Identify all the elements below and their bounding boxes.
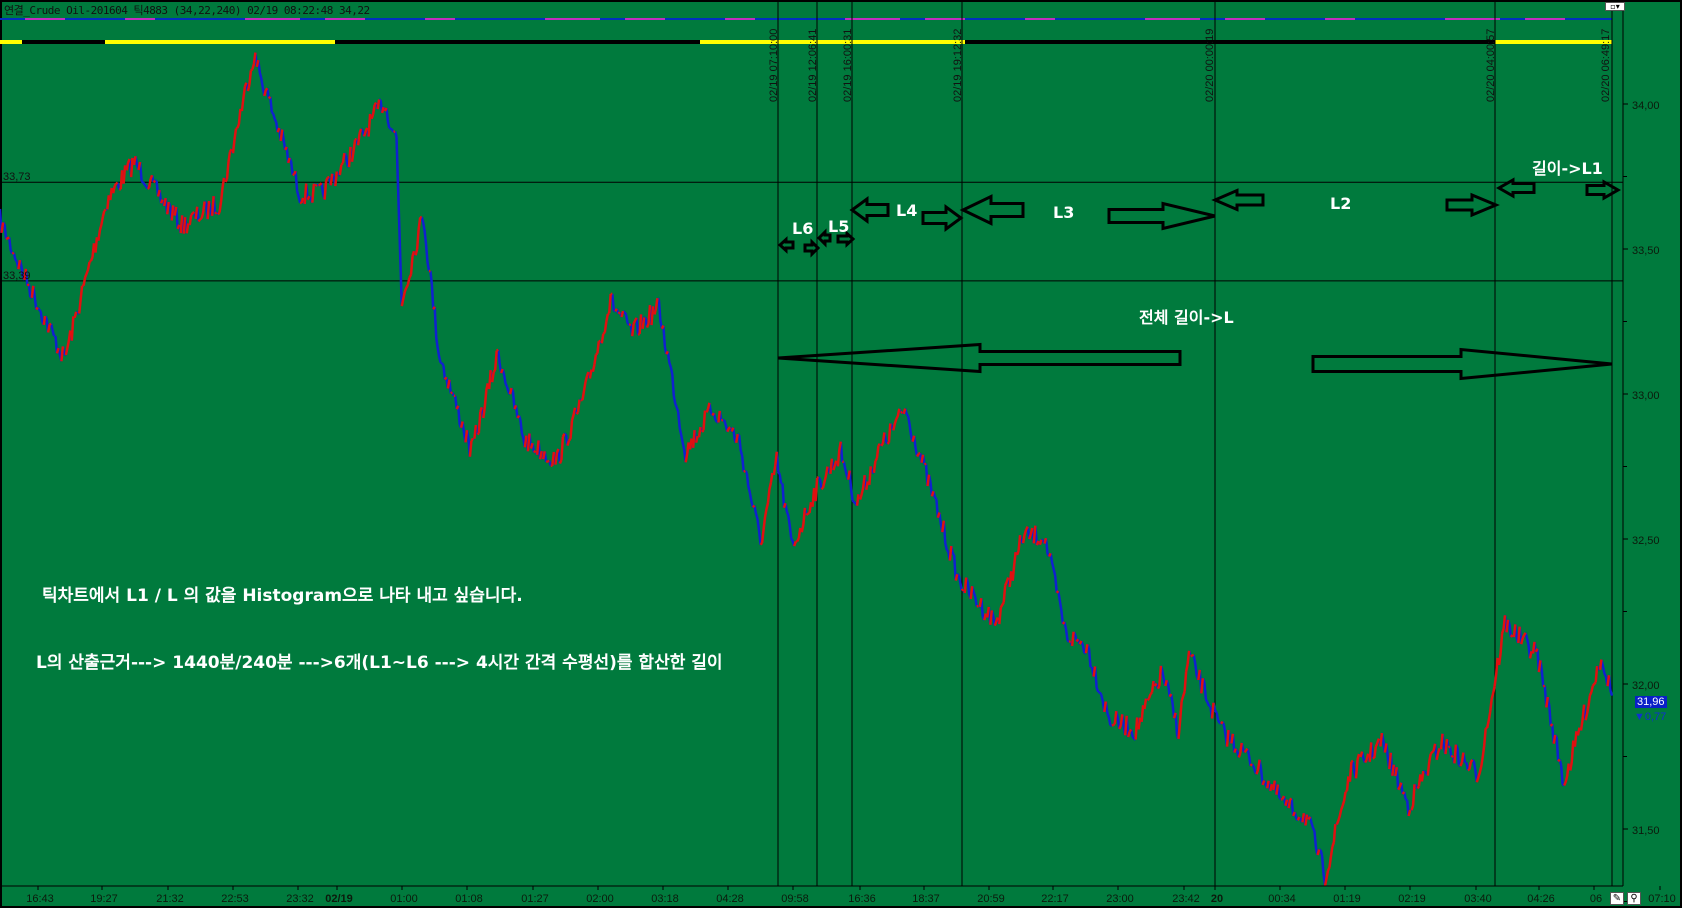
hline-label-33-73: 33,73 — [3, 171, 31, 183]
time-tick-label: 22:17 — [1041, 893, 1069, 905]
price-tick-label: 31,50 — [1632, 825, 1660, 837]
arrow-l3-left — [959, 194, 1025, 226]
time-tick-label: 19:27 — [90, 893, 118, 905]
time-tick-label: 21:32 — [156, 893, 184, 905]
label-l2: L2 — [1330, 194, 1352, 213]
arrow-l4-right — [921, 204, 964, 232]
arrow-l1-right — [1585, 179, 1622, 201]
price-line-up-ticks — [0, 52, 1611, 886]
label-l5: L5 — [828, 217, 850, 236]
label-l6: L6 — [792, 219, 814, 238]
vline-label: 02/20 04:00:57 — [1485, 28, 1497, 102]
time-tick-label: 02/19 — [325, 893, 353, 905]
vline-label: 02/19 12:06:41 — [807, 28, 819, 102]
chart-title: 연결_Crude Oil-201604 틱4883 (34,22,240) 02… — [4, 4, 370, 17]
vline-label: 02/20 06:49:17 — [1600, 28, 1612, 102]
time-tick-label: 04:26 — [1527, 893, 1555, 905]
arrow-l2-left — [1211, 188, 1265, 212]
question-text-line1: 틱차트에서 L1 / L 의 값을 Histogram으로 나타 내고 싶습니다… — [42, 586, 523, 606]
time-tick-label: 23:32 — [286, 893, 314, 905]
time-tick-label: 09:58 — [781, 893, 809, 905]
time-tick-label: 22:53 — [221, 893, 249, 905]
window-restore-dropdown-icon[interactable]: ▫▾ — [1605, 2, 1625, 11]
vline-label: 02/20 00:00:19 — [1204, 28, 1216, 102]
time-tick-label: 07:10 — [1648, 893, 1676, 905]
time-tick-label: 01:19 — [1333, 893, 1361, 905]
price-change: ▼0,77 — [1634, 711, 1667, 723]
time-tick-label: 03:18 — [651, 893, 679, 905]
question-text-line2: L의 산출근거---> 1440분/240분 --->6개(L1~L6 --->… — [36, 653, 723, 673]
vline-label: 02/19 16:00:31 — [842, 28, 854, 102]
arrow-l5-right — [836, 230, 856, 248]
label-l3: L3 — [1053, 203, 1075, 222]
arrow-total-right — [1311, 347, 1613, 381]
time-tick-label: 16:36 — [848, 893, 876, 905]
time-tick-label: 03:40 — [1464, 893, 1492, 905]
price-tick-label: 32,50 — [1632, 535, 1660, 547]
time-tick-label: 18:37 — [912, 893, 940, 905]
time-tick-label: 02:19 — [1398, 893, 1426, 905]
current-price-badge: 31,96 — [1635, 696, 1667, 708]
time-tick-label: 23:42 — [1172, 893, 1200, 905]
arrow-l5-left — [816, 228, 832, 248]
time-tick-label: 23:00 — [1106, 893, 1134, 905]
time-tick-label: 00:34 — [1268, 893, 1296, 905]
time-tick-label: 01:00 — [390, 893, 418, 905]
pencil-icon[interactable]: ✎ — [1610, 892, 1624, 905]
arrow-l6-left — [777, 236, 795, 254]
price-tick-label: 33,00 — [1632, 390, 1660, 402]
arrow-l2-right — [1445, 192, 1500, 218]
time-tick-label: 04:28 — [716, 893, 744, 905]
label-l4: L4 — [896, 201, 918, 220]
time-tick-label: 01:27 — [521, 893, 549, 905]
arrow-total-left — [777, 342, 1182, 374]
price-tick-label: 32,00 — [1632, 680, 1660, 692]
vline-label: 02/19 19:12:32 — [952, 28, 964, 102]
label-total-length: 전체 길이->L — [1139, 308, 1234, 327]
arrow-l1-left — [1495, 177, 1536, 199]
magnifier-icon[interactable]: ⚲ — [1627, 892, 1641, 905]
price-tick-label: 34,00 — [1632, 100, 1660, 112]
time-tick-label: 02:00 — [586, 893, 614, 905]
time-tick-label: 01:08 — [455, 893, 483, 905]
time-tick-label: 06 — [1589, 893, 1603, 905]
arrow-l3-right — [1107, 201, 1216, 231]
price-tick-label: 33,50 — [1632, 245, 1660, 257]
time-tick-label: 16:43 — [26, 893, 54, 905]
arrow-l4-left — [849, 196, 890, 224]
arrow-l6-right — [803, 238, 821, 258]
hline-label-33-39: 33,39 — [3, 270, 31, 282]
time-tick-label: 20:59 — [977, 893, 1005, 905]
label-l1-length: 길이->L1 — [1532, 159, 1603, 178]
time-tick-label: 20 — [1210, 893, 1224, 905]
vline-label: 02/19 07:10:00 — [768, 28, 780, 102]
